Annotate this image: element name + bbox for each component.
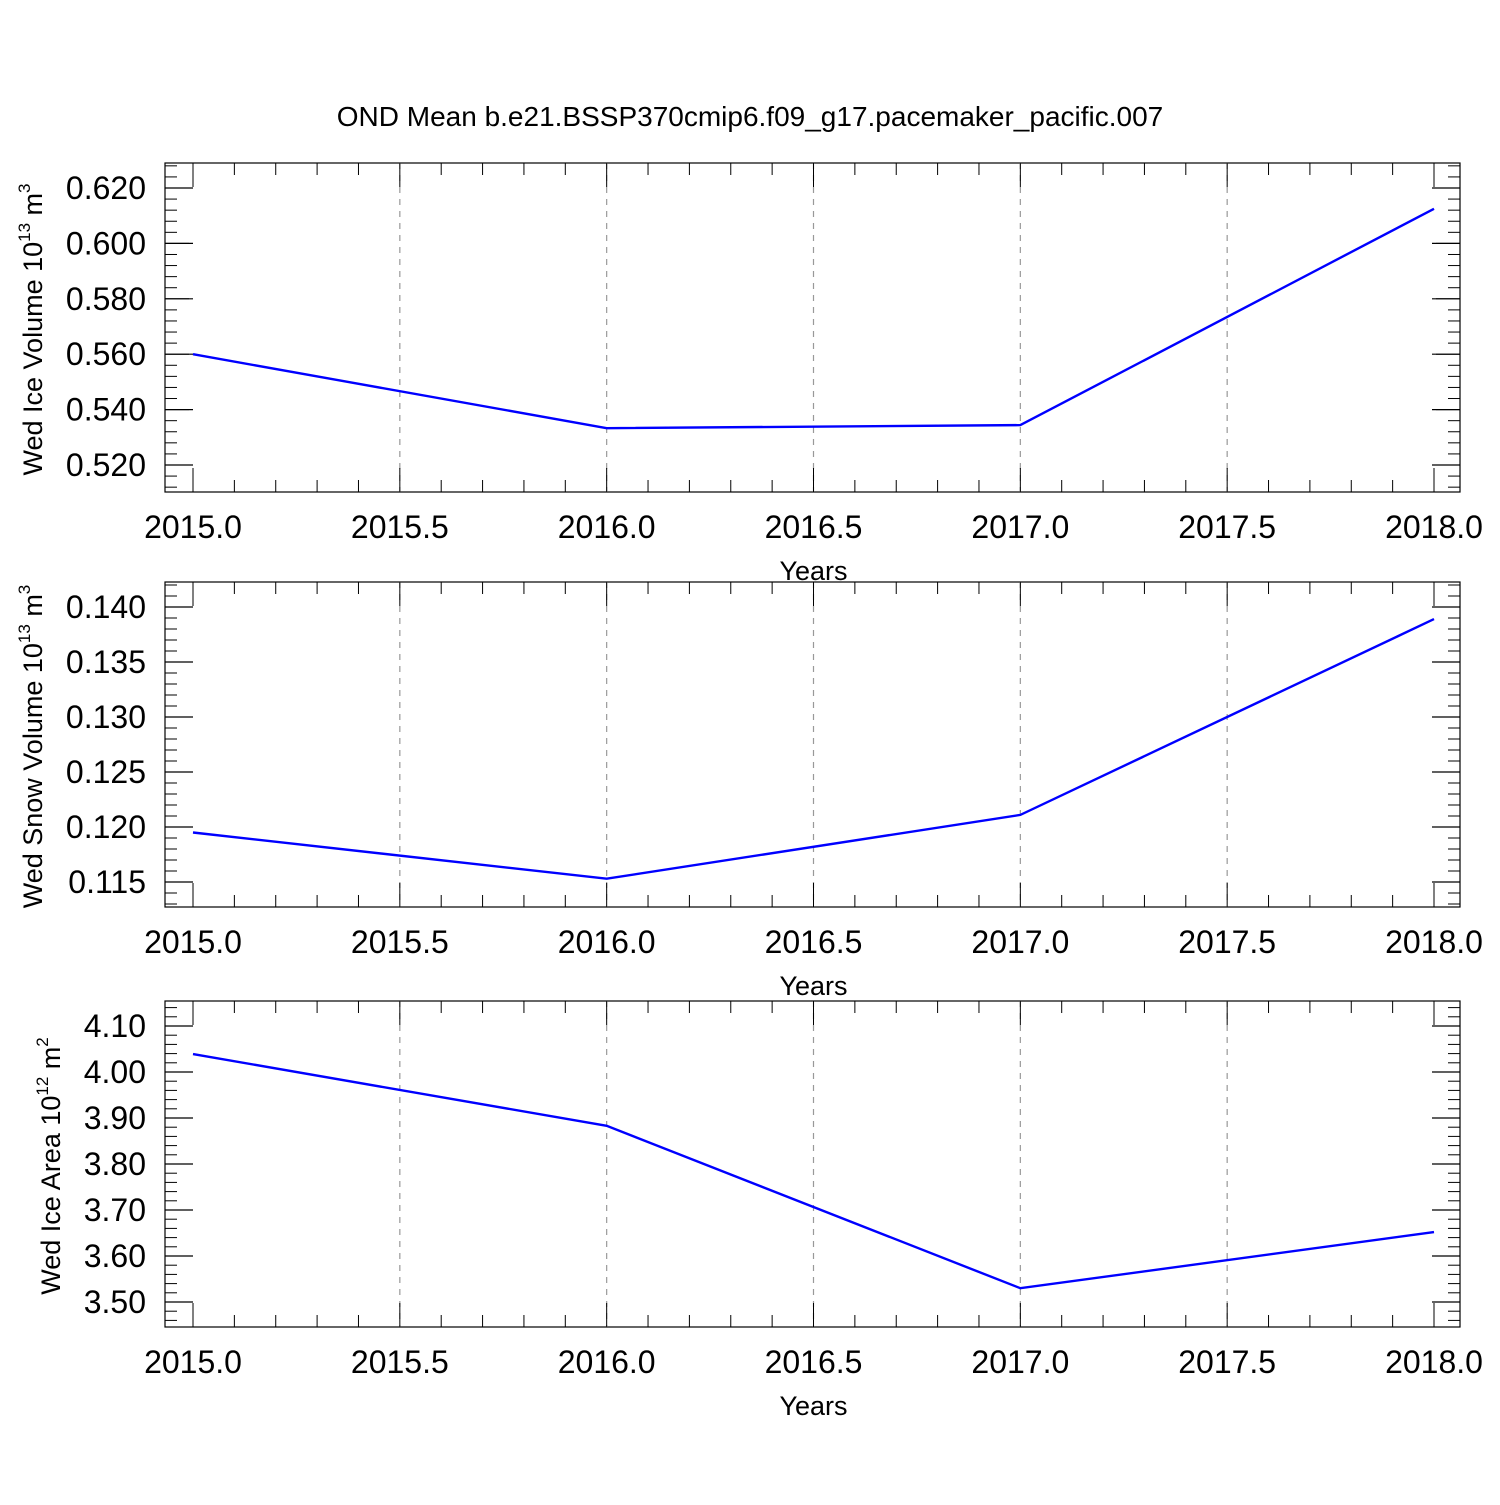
x-tick-label: 2017.5	[1178, 1344, 1276, 1380]
y-tick-label: 0.520	[66, 447, 146, 483]
y-axis-label: Wed Ice Volume 1013 m3	[15, 183, 48, 475]
x-tick-label: 2016.5	[765, 509, 863, 545]
x-axis-label: Years	[779, 971, 847, 1001]
y-tick-label: 4.00	[84, 1054, 146, 1090]
y-tick-label: 3.80	[84, 1146, 146, 1182]
x-tick-label: 2016.0	[558, 1344, 656, 1380]
y-tick-label: 3.90	[84, 1100, 146, 1136]
y-tick-label: 0.135	[66, 644, 146, 680]
x-tick-label: 2017.0	[971, 1344, 1069, 1380]
x-tick-label: 2018.0	[1385, 1344, 1483, 1380]
y-tick-label: 0.540	[66, 392, 146, 428]
x-tick-label: 2015.0	[144, 1344, 242, 1380]
x-tick-label: 2015.5	[351, 924, 449, 960]
y-tick-label: 0.130	[66, 699, 146, 735]
plot-frame	[165, 582, 1460, 907]
x-tick-label: 2015.5	[351, 509, 449, 545]
chart-panel-2: 2015.0 2015.5 2016.0 2016.5 2017.0 2017.5 2018…	[15, 582, 1483, 1001]
chart-panel-3: 2015.0 2015.5 2016.0 2016.5 2017.0 2017.5 2018…	[33, 1001, 1483, 1421]
x-tick-label: 2015.0	[144, 509, 242, 545]
y-tick-label: 3.50	[84, 1284, 146, 1320]
plot-frame	[165, 1001, 1460, 1327]
x-tick-label: 2016.5	[765, 1344, 863, 1380]
y-tick-label: 0.125	[66, 754, 146, 790]
y-axis-label: Wed Snow Volume 1013 m3	[15, 585, 48, 909]
x-tick-label: 2017.0	[971, 509, 1069, 545]
y-tick-label: 0.600	[66, 225, 146, 261]
x-tick-label: 2015.0	[144, 924, 242, 960]
plot-frame	[165, 163, 1460, 492]
x-tick-label: 2017.5	[1178, 509, 1276, 545]
chart-panel-1: 2015.0 2015.5 2016.0 2016.5 2017.0 2017.5 2018…	[15, 163, 1483, 586]
x-tick-label: 2016.0	[558, 924, 656, 960]
y-tick-label: 3.60	[84, 1238, 146, 1274]
x-tick-label: 2015.5	[351, 1344, 449, 1380]
y-tick-label: 0.115	[68, 864, 146, 900]
x-tick-label: 2018.0	[1385, 924, 1483, 960]
x-tick-label: 2018.0	[1385, 509, 1483, 545]
y-tick-label: 0.140	[66, 589, 146, 625]
y-axis-label: Wed Ice Area 1012 m2	[33, 1037, 66, 1295]
x-tick-label: 2017.5	[1178, 924, 1276, 960]
figure-title: OND Mean b.e21.BSSP370cmip6.f09_g17.pace…	[337, 101, 1164, 132]
y-tick-label: 0.580	[66, 281, 146, 317]
x-tick-label: 2016.5	[765, 924, 863, 960]
y-tick-label: 0.560	[66, 336, 146, 372]
x-tick-label: 2016.0	[558, 509, 656, 545]
x-tick-label: 2017.0	[971, 924, 1069, 960]
y-tick-label: 3.70	[84, 1192, 146, 1228]
x-axis-label: Years	[779, 1391, 847, 1421]
y-tick-label: 4.10	[84, 1008, 146, 1044]
y-tick-label: 0.620	[66, 170, 146, 206]
y-tick-label: 0.120	[66, 809, 146, 845]
